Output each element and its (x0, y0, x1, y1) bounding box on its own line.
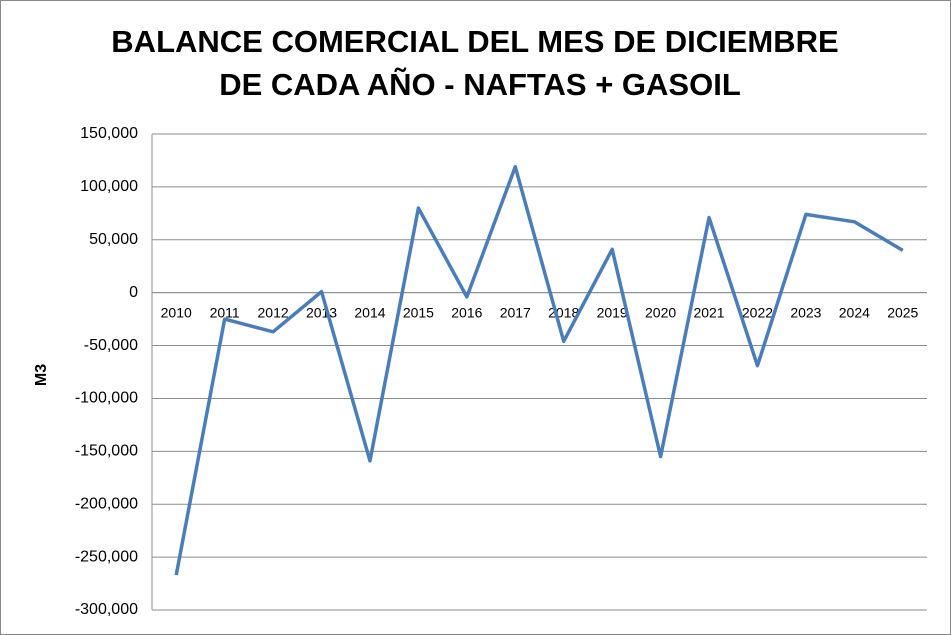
x-tick-label: 2022 (742, 304, 773, 320)
x-tick-label: 2025 (887, 304, 918, 320)
x-tick-label: 2012 (258, 304, 289, 320)
x-tick-label: 2023 (790, 304, 821, 320)
y-tick-label: -250,000 (75, 548, 138, 565)
y-tick-label: 0 (129, 284, 138, 301)
y-axis-label: M3 (33, 364, 50, 386)
chart-title: BALANCE COMERCIAL DEL MES DE DICIEMBRE (111, 24, 838, 59)
x-tick-label: 2017 (500, 304, 531, 320)
y-tick-label: -50,000 (84, 337, 138, 354)
chart-title: DE CADA AÑO - NAFTAS + GASOIL (219, 67, 741, 102)
data-line (174, 165, 904, 576)
x-tick-label: 2016 (451, 304, 482, 320)
y-tick-label: -100,000 (75, 390, 138, 407)
y-tick-label: 100,000 (80, 178, 138, 195)
x-tick-label: 2020 (645, 304, 676, 320)
x-tick-label: 2013 (306, 304, 337, 320)
y-tick-label: -300,000 (75, 601, 138, 618)
x-tick-label: 2019 (597, 304, 628, 320)
y-tick-label: 50,000 (89, 231, 138, 248)
x-tick-label: 2015 (403, 304, 434, 320)
x-tick-label: 2011 (210, 304, 240, 320)
y-tick-label: -150,000 (75, 443, 138, 460)
x-tick-label: 2014 (354, 304, 385, 320)
x-tick-label: 2021 (693, 304, 724, 320)
y-tick-label: -200,000 (75, 495, 138, 512)
x-tick-label: 2010 (161, 304, 192, 320)
x-tick-label: 2024 (839, 304, 870, 320)
y-tick-label: 150,000 (80, 125, 138, 142)
